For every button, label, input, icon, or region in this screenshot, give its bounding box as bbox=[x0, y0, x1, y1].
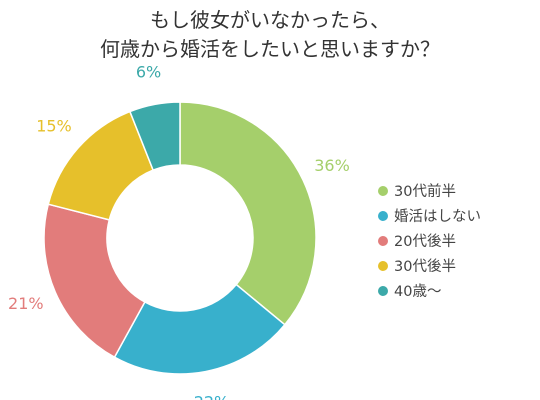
legend-label-3: 20代後半 bbox=[394, 234, 456, 250]
legend-swatch-1 bbox=[378, 185, 388, 196]
slice-5 bbox=[128, 101, 181, 172]
slice-label-4: 15% bbox=[36, 116, 72, 135]
slice-label-2: 22% bbox=[194, 393, 230, 400]
legend-swatch-3 bbox=[378, 235, 388, 246]
slice-label-3: 21% bbox=[8, 294, 44, 313]
legend-item-3: 20代後半 bbox=[378, 228, 481, 253]
legend-swatch-5 bbox=[378, 285, 388, 296]
chart-title: もし彼女がいなかったら、 何歳から婚活をしたいと思いますか？ bbox=[0, 6, 540, 64]
legend-swatch-4 bbox=[378, 260, 388, 271]
chart-legend: 30代前半婚活はしない 20代後半 30代後半 40歳～ bbox=[378, 178, 481, 303]
slice-label-1: 36% bbox=[314, 156, 350, 175]
slice-2 bbox=[113, 283, 286, 375]
legend-item-2: 婚活はしない bbox=[378, 203, 481, 228]
legend-label-1: 30代前半 bbox=[394, 184, 456, 200]
legend-item-4: 30代後半 bbox=[378, 253, 481, 278]
slice-3 bbox=[43, 203, 146, 359]
legend-item-1: 30代前半 bbox=[378, 178, 481, 203]
chart-title-line-1: もし彼女がいなかったら、 bbox=[150, 8, 390, 32]
legend-label-2: 婚活はしない bbox=[394, 209, 481, 225]
legend-swatch-2 bbox=[378, 210, 388, 221]
slice-label-5: 6% bbox=[136, 62, 161, 81]
legend-label-4: 30代後半 bbox=[394, 259, 456, 275]
legend-item-5: 40歳～ bbox=[378, 278, 481, 303]
chart-title-line-2: 何歳から婚活をしたいと思いますか？ bbox=[100, 37, 440, 61]
slice-1 bbox=[179, 101, 317, 326]
legend-label-5: 40歳～ bbox=[394, 284, 442, 300]
